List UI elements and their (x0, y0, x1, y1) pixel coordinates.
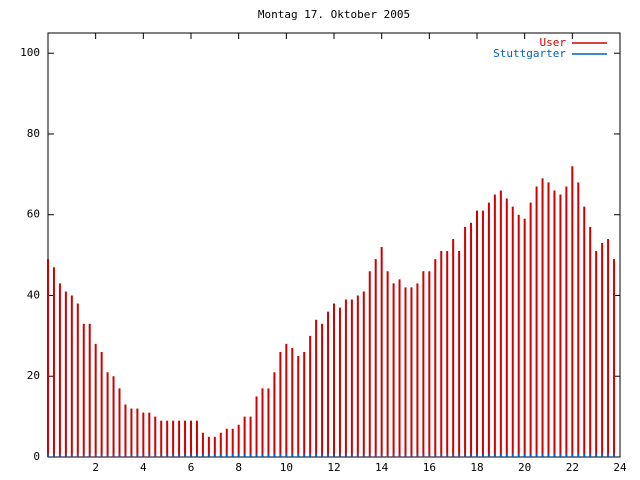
y-tick-label: 100 (20, 46, 40, 59)
legend-label: Stuttgarter (493, 47, 566, 60)
y-tick-label: 20 (27, 369, 40, 382)
x-tick-label: 10 (280, 461, 293, 474)
x-tick-label: 18 (470, 461, 483, 474)
x-tick-label: 12 (327, 461, 340, 474)
x-tick-label: 14 (375, 461, 389, 474)
legend-label: User (540, 36, 567, 49)
y-tick-label: 80 (27, 127, 40, 140)
y-tick-label: 40 (27, 288, 40, 301)
x-tick-label: 20 (518, 461, 531, 474)
x-tick-label: 16 (423, 461, 436, 474)
x-tick-label: 8 (235, 461, 242, 474)
x-tick-label: 4 (140, 461, 147, 474)
x-tick-label: 22 (566, 461, 579, 474)
x-tick-label: 2 (92, 461, 99, 474)
x-tick-label: 24 (613, 461, 627, 474)
y-tick-label: 0 (33, 450, 40, 463)
x-tick-label: 6 (188, 461, 195, 474)
y-tick-label: 60 (27, 208, 40, 221)
chart-title: Montag 17. Oktober 2005 (258, 8, 410, 21)
